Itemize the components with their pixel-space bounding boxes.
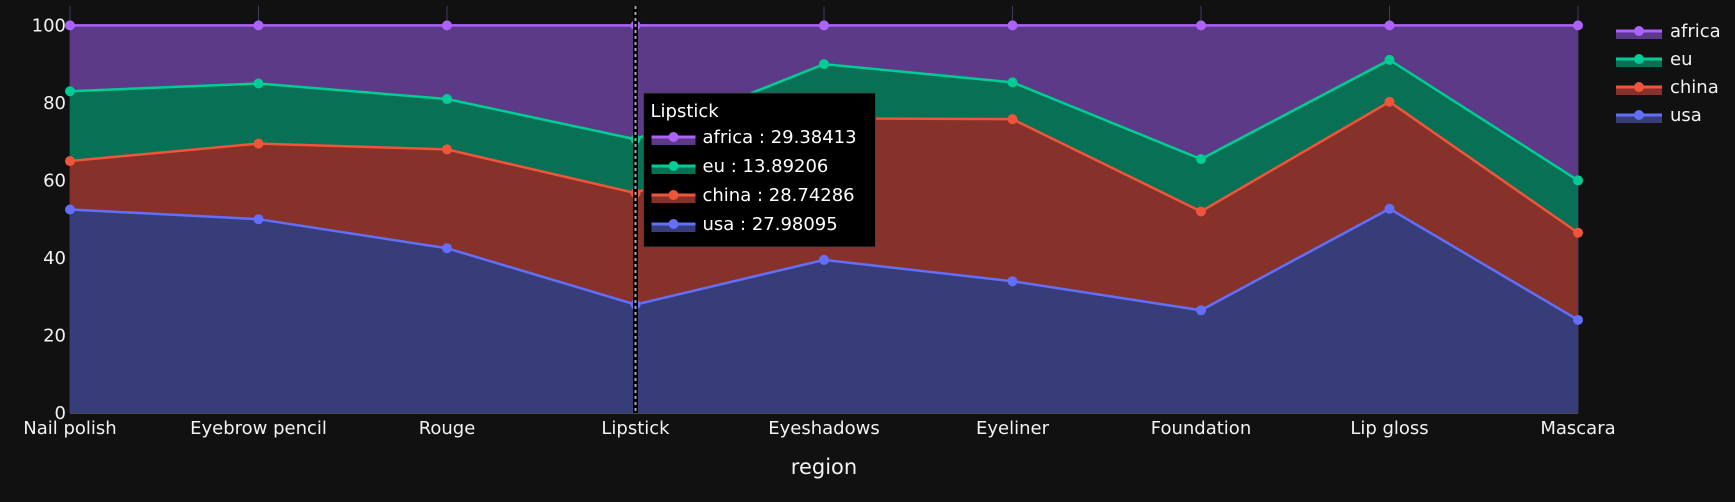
point-china-7[interactable] — [1384, 96, 1395, 107]
y-tick-label: 60 — [43, 170, 66, 191]
legend-label: usa — [1670, 105, 1702, 126]
tooltip-marker — [668, 190, 679, 200]
point-usa-7[interactable] — [1384, 203, 1395, 214]
point-eu-8[interactable] — [1573, 175, 1583, 186]
point-eu-5[interactable] — [1007, 77, 1018, 88]
x-tick-label: Lipstick — [601, 418, 670, 439]
point-eu-7[interactable] — [1384, 54, 1395, 65]
tooltip-row-china: china : 28.74286 — [703, 185, 855, 206]
point-eu-6[interactable] — [1196, 154, 1206, 165]
x-tick-label: Eyebrow pencil — [190, 418, 327, 439]
point-usa-6[interactable] — [1196, 305, 1206, 316]
point-eu-2[interactable] — [442, 94, 452, 105]
y-tick-label: 0 — [55, 403, 66, 424]
legend-item-usa[interactable]: usa — [1616, 105, 1702, 126]
x-tick-label: Eyeshadows — [768, 418, 879, 439]
point-china-8[interactable] — [1573, 227, 1583, 238]
legend-item-eu[interactable]: eu — [1616, 49, 1692, 70]
point-usa-1[interactable] — [253, 214, 264, 225]
tooltip-marker — [668, 161, 679, 171]
point-africa-1[interactable] — [253, 20, 264, 31]
tooltip-marker — [668, 219, 679, 229]
legend-item-africa[interactable]: africa — [1616, 21, 1721, 42]
point-china-2[interactable] — [442, 144, 452, 155]
point-usa-8[interactable] — [1573, 314, 1583, 325]
legend-label: china — [1670, 77, 1719, 98]
x-tick-label: Foundation — [1151, 418, 1251, 439]
legend[interactable]: africa eu china usa — [1616, 21, 1721, 126]
point-africa-5[interactable] — [1007, 20, 1018, 31]
tooltip-row-africa: africa : 29.38413 — [703, 127, 857, 148]
y-tick-label: 80 — [43, 93, 66, 114]
legend-marker — [1634, 82, 1644, 92]
y-tick-label: 40 — [43, 248, 66, 269]
legend-label: eu — [1670, 49, 1692, 70]
legend-marker — [1634, 26, 1644, 36]
y-tick-label: 100 — [32, 15, 66, 36]
point-china-5[interactable] — [1007, 114, 1018, 125]
point-africa-4[interactable] — [819, 20, 829, 31]
point-eu-4[interactable] — [819, 59, 829, 70]
point-china-6[interactable] — [1196, 206, 1206, 217]
tooltip-row-eu: eu : 13.89206 — [703, 156, 829, 177]
point-africa-8[interactable] — [1573, 20, 1583, 31]
point-usa-5[interactable] — [1007, 276, 1018, 287]
point-africa-7[interactable] — [1384, 20, 1395, 31]
point-africa-6[interactable] — [1196, 20, 1206, 31]
point-africa-2[interactable] — [442, 20, 452, 31]
x-axis-title: region — [791, 455, 857, 479]
legend-item-china[interactable]: china — [1616, 77, 1719, 98]
x-tick-label: Nail polish — [23, 418, 116, 439]
legend-marker — [1634, 54, 1644, 64]
point-eu-0[interactable] — [65, 86, 75, 97]
point-china-0[interactable] — [65, 156, 75, 167]
hover-tooltip: Lipstick africa : 29.38413 eu : 13.89206 ch… — [643, 92, 876, 248]
x-tick-label: Lip gloss — [1350, 418, 1428, 439]
point-china-1[interactable] — [253, 138, 264, 149]
point-usa-0[interactable] — [65, 204, 75, 215]
y-axis-ticks: 0 20 40 60 80 100 — [32, 15, 66, 424]
tooltip-row-usa: usa : 27.98095 — [703, 214, 838, 235]
area-africa — [70, 25, 1578, 181]
area-usa — [70, 208, 1578, 413]
point-eu-1[interactable] — [253, 78, 264, 89]
legend-marker — [1634, 110, 1644, 120]
tooltip-marker — [668, 132, 679, 142]
legend-label: africa — [1670, 21, 1721, 42]
y-tick-label: 20 — [43, 325, 66, 346]
x-axis-ticks: Nail polish Eyebrow pencil Rouge Lipstick Ey… — [23, 418, 1615, 439]
point-usa-4[interactable] — [819, 254, 829, 265]
x-tick-label: Eyeliner — [976, 418, 1050, 439]
x-tick-label: Mascara — [1540, 418, 1615, 439]
x-tick-label: Rouge — [419, 418, 476, 439]
point-africa-0[interactable] — [65, 20, 75, 31]
point-usa-2[interactable] — [442, 243, 452, 254]
tooltip-title: Lipstick — [651, 101, 720, 122]
